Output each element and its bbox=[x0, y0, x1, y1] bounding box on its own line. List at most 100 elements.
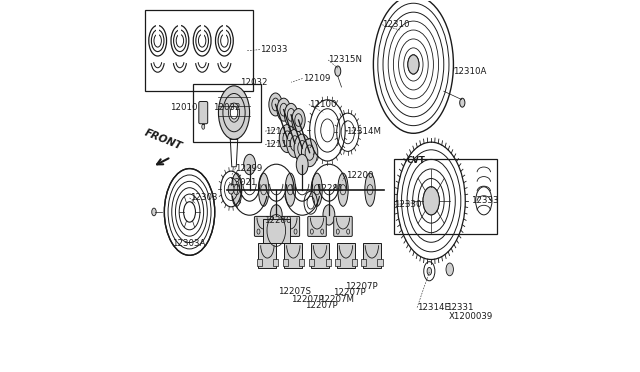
Ellipse shape bbox=[423, 187, 439, 215]
Ellipse shape bbox=[338, 173, 348, 206]
Ellipse shape bbox=[152, 208, 156, 216]
Text: FRONT: FRONT bbox=[143, 128, 184, 152]
Ellipse shape bbox=[427, 267, 431, 275]
Ellipse shape bbox=[234, 185, 239, 195]
Ellipse shape bbox=[408, 55, 419, 74]
Ellipse shape bbox=[340, 185, 346, 195]
Ellipse shape bbox=[223, 93, 245, 132]
Ellipse shape bbox=[367, 185, 373, 195]
Ellipse shape bbox=[287, 109, 295, 121]
FancyBboxPatch shape bbox=[308, 217, 326, 236]
Bar bbox=[179, 27, 181, 34]
Bar bbox=[311, 243, 329, 267]
Ellipse shape bbox=[285, 173, 296, 206]
FancyBboxPatch shape bbox=[255, 217, 273, 236]
Text: 12033: 12033 bbox=[260, 45, 287, 54]
Bar bbox=[179, 32, 181, 38]
Text: 12111: 12111 bbox=[265, 140, 292, 149]
Ellipse shape bbox=[296, 154, 308, 175]
Bar bbox=[201, 32, 204, 38]
Ellipse shape bbox=[270, 205, 282, 225]
Ellipse shape bbox=[260, 185, 267, 195]
Ellipse shape bbox=[294, 134, 310, 162]
Text: 12333: 12333 bbox=[471, 196, 499, 205]
Bar bbox=[223, 32, 226, 38]
Text: 12331: 12331 bbox=[446, 303, 474, 312]
Text: 12010: 12010 bbox=[170, 103, 197, 112]
Ellipse shape bbox=[305, 145, 314, 160]
Ellipse shape bbox=[283, 131, 292, 146]
FancyBboxPatch shape bbox=[199, 102, 208, 124]
Ellipse shape bbox=[202, 124, 205, 129]
Text: 12207P: 12207P bbox=[305, 301, 338, 310]
Ellipse shape bbox=[292, 109, 305, 132]
Ellipse shape bbox=[287, 185, 293, 195]
Text: 12303: 12303 bbox=[189, 193, 217, 202]
Ellipse shape bbox=[277, 98, 291, 121]
Ellipse shape bbox=[287, 129, 303, 157]
Text: 12207P: 12207P bbox=[333, 288, 366, 297]
Ellipse shape bbox=[365, 173, 375, 206]
Ellipse shape bbox=[460, 98, 465, 107]
FancyBboxPatch shape bbox=[281, 217, 300, 236]
Bar bbox=[193, 84, 262, 141]
Bar bbox=[378, 259, 383, 266]
Text: 12207P: 12207P bbox=[345, 282, 378, 291]
Bar bbox=[337, 243, 355, 267]
Bar bbox=[326, 259, 331, 266]
Ellipse shape bbox=[272, 98, 279, 111]
Ellipse shape bbox=[279, 125, 296, 153]
Ellipse shape bbox=[298, 141, 307, 156]
Bar bbox=[284, 243, 302, 267]
Text: 12314E: 12314E bbox=[417, 303, 450, 312]
Ellipse shape bbox=[232, 173, 242, 206]
Text: 12207M: 12207M bbox=[319, 295, 354, 304]
Text: 12100: 12100 bbox=[309, 100, 337, 109]
Ellipse shape bbox=[301, 139, 318, 167]
Text: 12314M: 12314M bbox=[346, 126, 381, 136]
Bar bbox=[262, 219, 291, 243]
Text: 12280: 12280 bbox=[264, 216, 291, 225]
Bar bbox=[361, 259, 366, 266]
Bar bbox=[283, 259, 288, 266]
Text: 12299: 12299 bbox=[236, 164, 263, 173]
Ellipse shape bbox=[323, 205, 335, 225]
Bar bbox=[273, 259, 278, 266]
Bar bbox=[259, 243, 276, 267]
Bar bbox=[335, 259, 340, 266]
Bar bbox=[201, 27, 204, 34]
Text: 12109: 12109 bbox=[303, 74, 330, 83]
Bar bbox=[179, 23, 181, 29]
Bar bbox=[156, 27, 159, 34]
Bar bbox=[351, 259, 356, 266]
Text: 12111: 12111 bbox=[265, 126, 292, 136]
Bar bbox=[299, 259, 304, 266]
Ellipse shape bbox=[280, 103, 287, 116]
Text: 12207P: 12207P bbox=[291, 295, 324, 304]
Bar bbox=[156, 23, 159, 29]
Ellipse shape bbox=[259, 173, 269, 206]
Text: 12207S: 12207S bbox=[278, 287, 312, 296]
Bar bbox=[223, 23, 226, 29]
Ellipse shape bbox=[295, 114, 302, 126]
Bar bbox=[145, 10, 253, 92]
Ellipse shape bbox=[228, 184, 234, 194]
Text: 12281: 12281 bbox=[316, 185, 343, 193]
Bar bbox=[223, 27, 226, 34]
Ellipse shape bbox=[446, 263, 453, 276]
Ellipse shape bbox=[228, 103, 239, 122]
Ellipse shape bbox=[218, 86, 250, 140]
Text: 12315N: 12315N bbox=[328, 55, 362, 64]
Ellipse shape bbox=[269, 93, 282, 116]
Ellipse shape bbox=[291, 136, 300, 151]
Text: X1200039: X1200039 bbox=[449, 312, 493, 321]
Bar bbox=[363, 243, 381, 267]
Ellipse shape bbox=[244, 154, 255, 175]
FancyBboxPatch shape bbox=[333, 217, 352, 236]
Text: 12303A: 12303A bbox=[172, 238, 205, 248]
Ellipse shape bbox=[312, 173, 322, 206]
Bar bbox=[309, 259, 314, 266]
Bar bbox=[257, 259, 262, 266]
Text: 12330: 12330 bbox=[394, 200, 422, 209]
Ellipse shape bbox=[230, 106, 237, 119]
